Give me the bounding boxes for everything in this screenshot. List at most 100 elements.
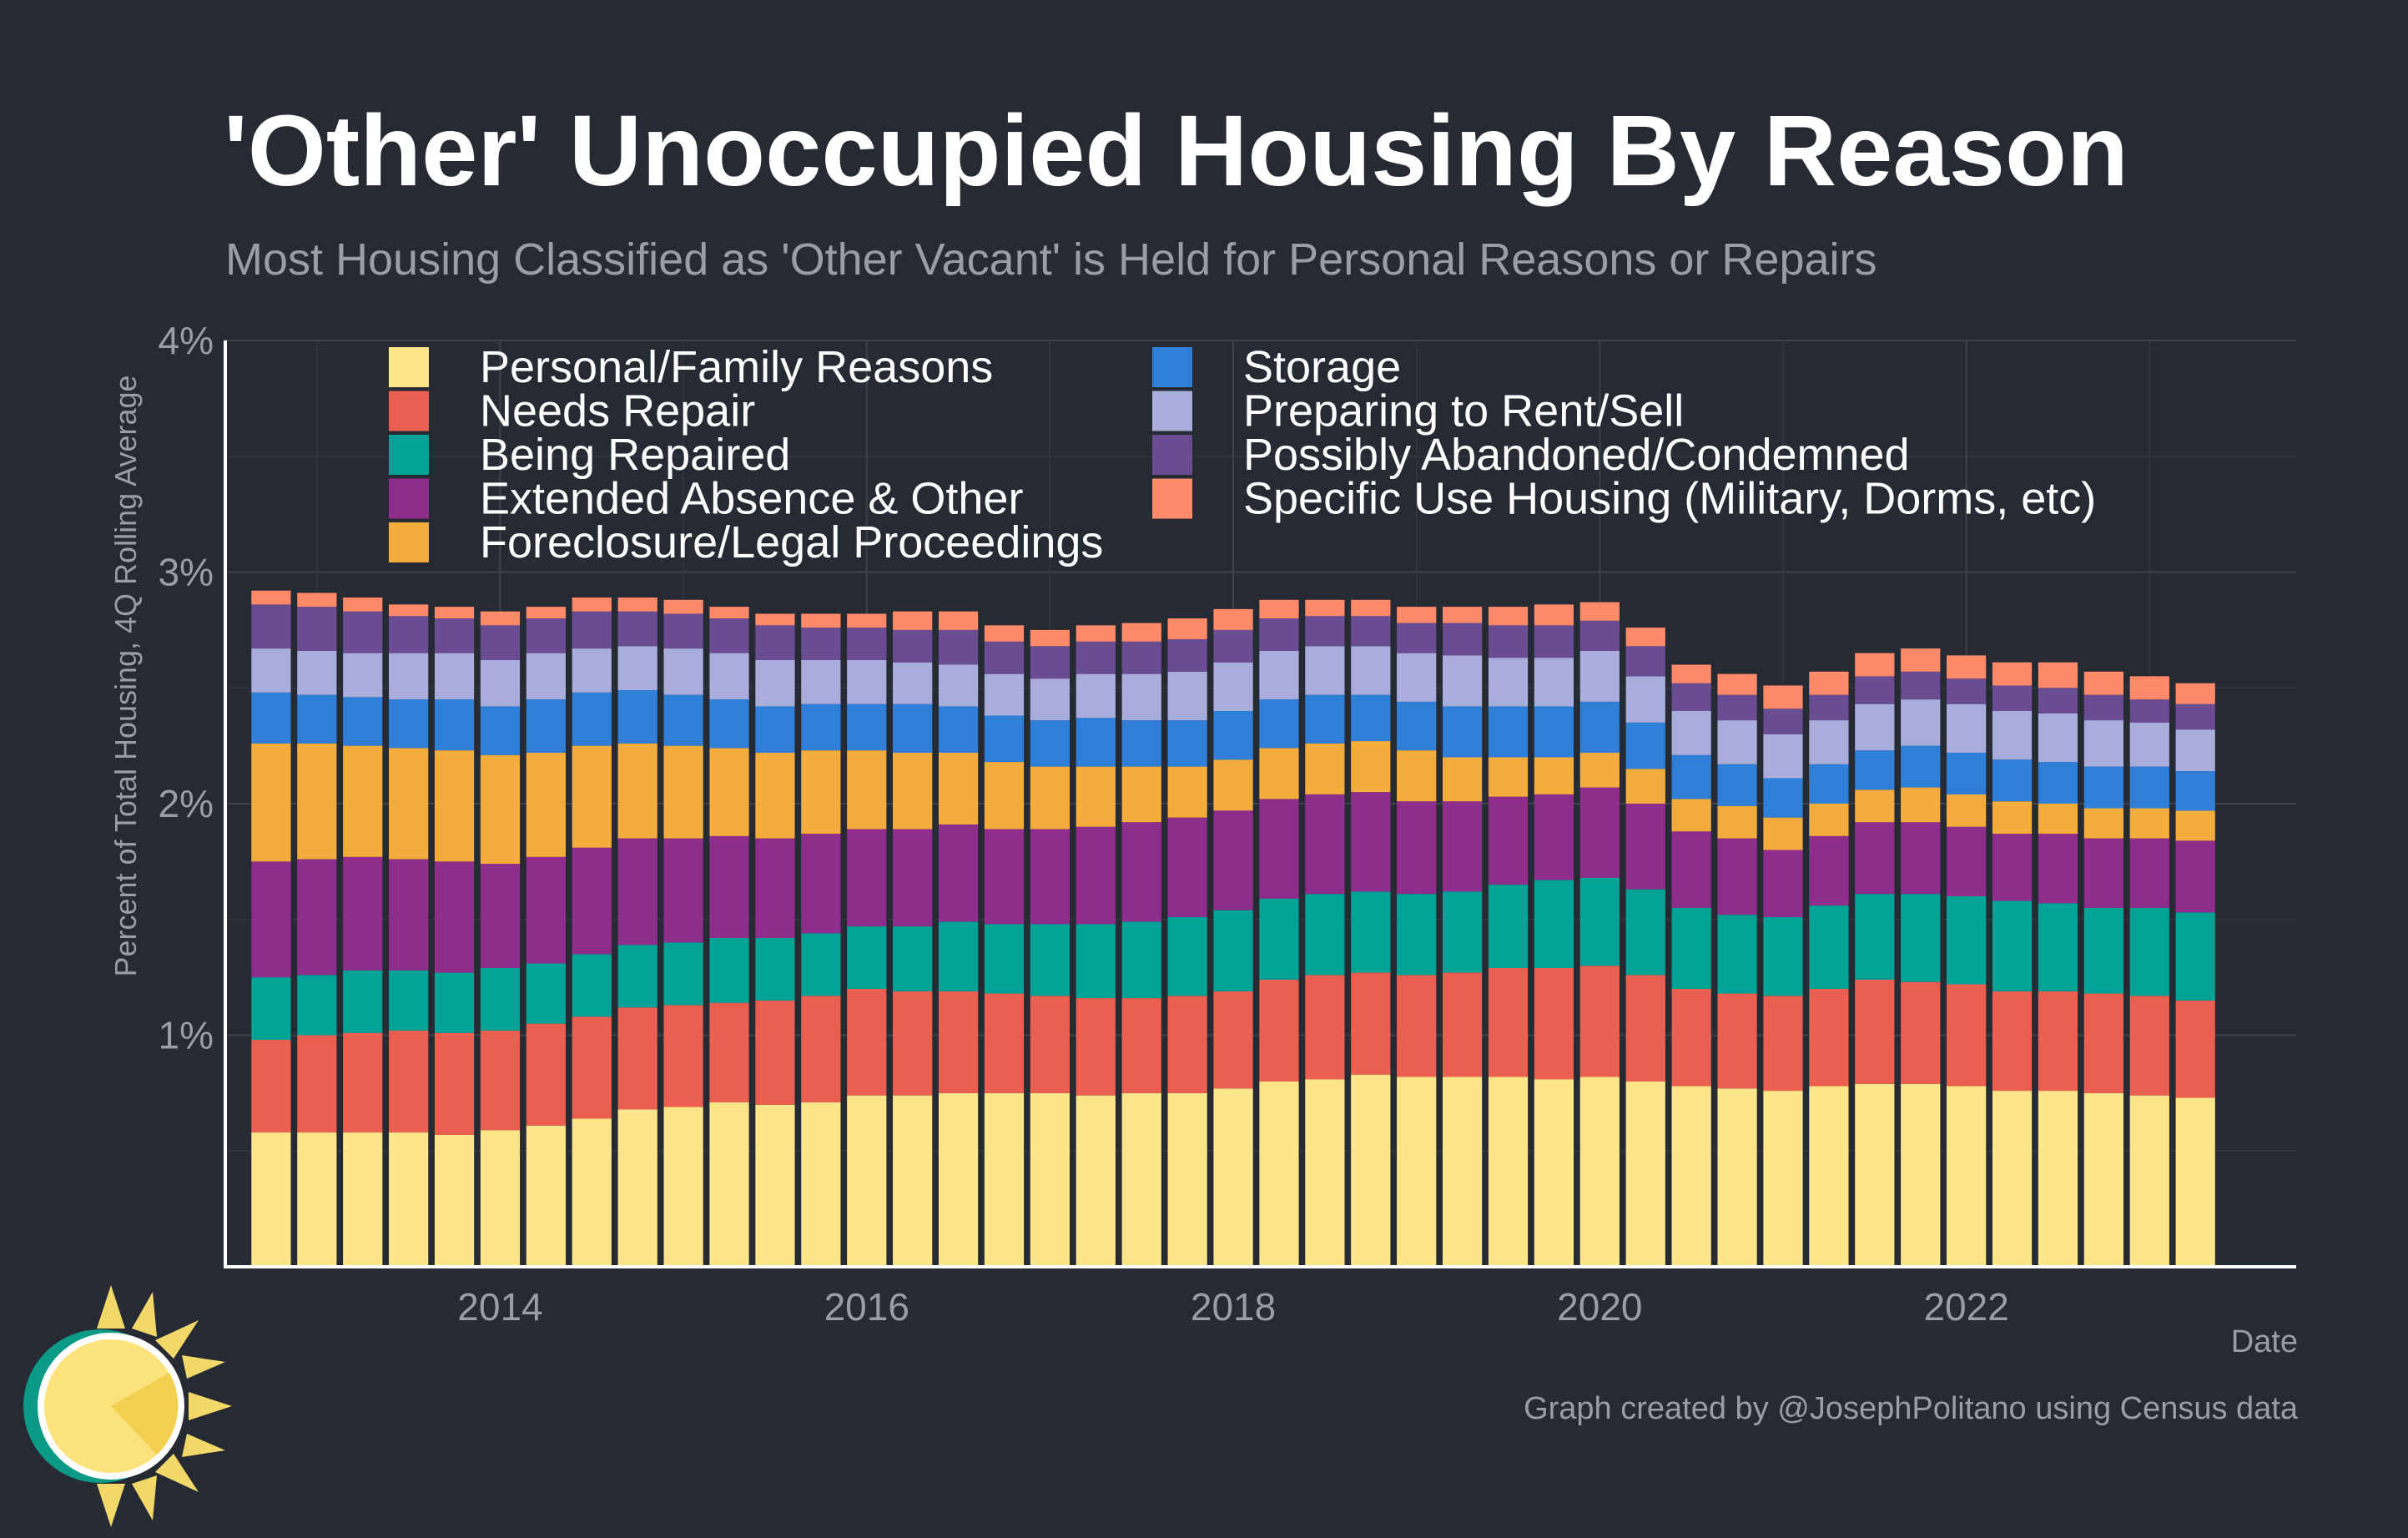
bar-segment [1855,653,1895,677]
bar-segment [1579,752,1620,788]
bar-segment [1167,720,1207,767]
bar-segment [1442,655,1483,707]
bar-segment [1259,1082,1299,1267]
bar-segment [1259,699,1299,749]
bar-segment [801,750,841,835]
bar-segment [984,1092,1025,1267]
bar-segment [526,752,566,857]
bar-segment [1351,1074,1391,1267]
bar-segment [1442,757,1483,802]
bar-segment [297,1132,337,1267]
bar-segment [938,1092,979,1267]
bar-segment [1213,1088,1253,1267]
bar-segment [1671,989,1711,1087]
bar-segment [343,1132,383,1267]
bar-segment [801,703,841,751]
bar-segment [1763,817,1803,850]
y-tick-label: 3% [159,551,214,594]
bar-segment [1534,625,1574,658]
bar-segment [847,750,887,830]
bar-segment [1763,734,1803,779]
bar-segment [709,699,749,749]
bar-segment [343,745,383,857]
bar-segment [2175,1097,2215,1267]
legend-swatch [389,522,429,562]
bar-segment [755,1000,795,1105]
bar-segment [984,673,1025,716]
legend-label: Possibly Abandoned/Condemned [1243,430,1910,480]
bar-segment [893,611,933,630]
bar-segment [1992,834,2033,901]
bar-segment [755,838,795,938]
bar-segment [1351,646,1391,695]
bar-segment [1442,801,1483,892]
bar-segment [389,1030,429,1133]
bar-segment [1855,979,1895,1084]
bar-segment [2083,993,2123,1093]
bar-segment [663,1005,703,1107]
bar-segment [1901,822,1941,895]
bar-segment [572,648,612,693]
axes [224,340,2296,1268]
bar-segment [1534,880,1574,969]
bar-segment [1259,799,1299,899]
bar-segment [893,662,933,704]
bar-segment [1625,804,1665,890]
bar-segment [984,762,1025,830]
bar-segment [801,1102,841,1267]
bar-segment [709,937,749,1003]
bar-segment [847,613,887,628]
bar-segment [1442,706,1483,758]
bar-segment [389,1132,429,1267]
bar-segment [1442,891,1483,973]
bar-segment [984,625,1025,642]
bar-segment [297,1035,337,1133]
bar-segment [1625,676,1665,723]
tick-labels: 1% 2% 3% 4% 2014 2016 2018 2020 2022 [159,319,2009,1329]
bar-segment [709,618,749,653]
bar-segment [1167,817,1207,917]
bar-segment [1213,629,1253,663]
bar-segment [297,650,337,695]
bar-segment [1534,968,1574,1080]
bar-segment [1671,664,1711,683]
bar-segment [1213,810,1253,910]
bar-segment [1625,769,1665,804]
bar-segment [251,692,291,744]
bar-segment [343,856,383,971]
bar-segment [1076,673,1116,719]
bar-segment [2083,766,2123,809]
bar-segment [1579,966,1620,1077]
legend-swatch [1152,435,1192,475]
bar-segment [1809,804,1849,836]
bar-segment [2083,720,2123,767]
bar-segment [1121,766,1161,823]
bar-segment [801,628,841,660]
bar-segment [1030,924,1071,996]
bar-segment [1625,722,1665,769]
bar-segment [1855,894,1895,980]
bar-segment [847,703,887,751]
bar-segment [755,752,795,839]
bar-segment [1992,685,2033,711]
bar-segment [1351,599,1391,617]
bar-segment [2083,694,2123,721]
sun-icon [23,1285,232,1527]
bar-segment [2129,907,2169,996]
bar-segment [480,625,521,660]
bar-segment [1030,1092,1071,1267]
bar-segment [1901,648,1941,672]
bar-segment [617,838,657,945]
bar-segment [1992,759,2033,802]
bar-segment [1671,1086,1711,1267]
bar-segment [1625,889,1665,976]
bar-segment [893,629,933,663]
bar-segment [2038,1091,2078,1267]
bar-segment [1717,694,1757,721]
chart-subtitle: Most Housing Classified as 'Other Vacant… [225,234,1877,285]
bar-segment [938,706,979,753]
bar-segment [1488,658,1529,707]
bar-segment [1397,653,1437,702]
bar-segment [1947,752,1987,794]
bar-segment [1671,711,1711,755]
